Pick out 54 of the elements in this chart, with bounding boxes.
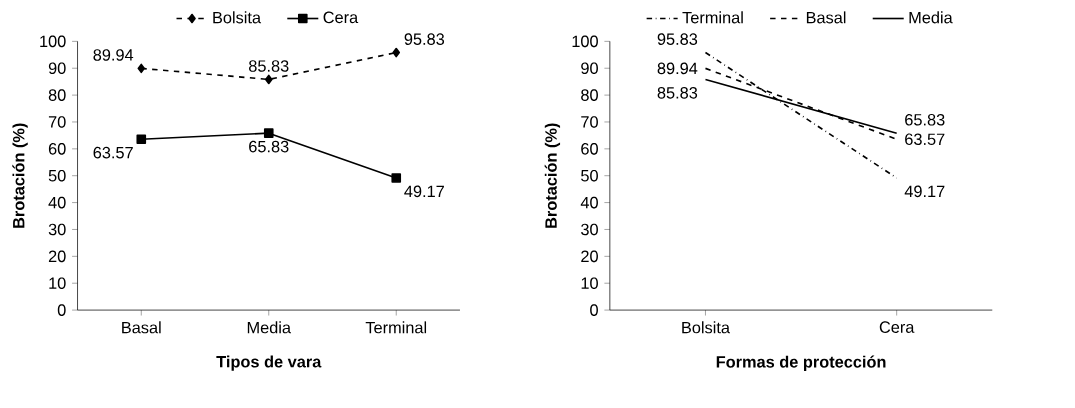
y-tick-label: 80: [48, 89, 66, 101]
y-tick-label: 100: [40, 35, 66, 48]
data-label: 95.83: [404, 33, 445, 45]
y-tick-label: 50: [48, 169, 66, 182]
data-label: 95.83: [657, 33, 698, 45]
y-tick-label: 30: [48, 223, 66, 236]
data-label: 89.94: [93, 49, 134, 61]
y-tick-label: 40: [48, 196, 66, 209]
y-tick-label: 0: [57, 304, 66, 316]
y-tick-label: 0: [590, 304, 598, 316]
y-tick-label: 50: [581, 169, 598, 182]
data-label: 85.83: [657, 86, 698, 99]
y-tick-label: 30: [581, 223, 598, 236]
y-tick-label: 90: [48, 62, 66, 74]
point: [136, 134, 147, 144]
y-tick-label: 60: [581, 142, 598, 155]
y-axis-title: Brotación (%): [12, 123, 28, 228]
y-tick-label: 70: [581, 116, 598, 128]
x-tick-label: Media: [247, 321, 292, 334]
y-tick-label: 20: [48, 250, 66, 262]
x-tick-label: Terminal: [365, 321, 427, 334]
data-label: 89.94: [657, 62, 698, 75]
y-tick-label: 100: [572, 35, 598, 48]
legend-label: Bolsita: [213, 11, 262, 24]
x-axis-title: Formas de protección: [716, 355, 886, 371]
y-tick-label: 70: [48, 116, 66, 128]
data-label: 65.83: [249, 140, 289, 153]
x-tick-label: Cera: [879, 321, 915, 333]
point: [391, 173, 402, 183]
data-label: 65.83: [905, 113, 945, 126]
legend-label: Basal: [806, 11, 846, 24]
data-label: 49.17: [404, 185, 444, 198]
y-tick-label: 20: [581, 250, 598, 262]
data-label: 63.57: [93, 146, 133, 159]
y-tick-label: 40: [580, 196, 598, 209]
legend-label: Media: [909, 11, 953, 24]
data-label: 63.57: [905, 133, 945, 145]
y-tick-label: 10: [49, 277, 66, 289]
y-tick-label: 90: [581, 62, 598, 74]
y-tick-label: 10: [581, 277, 598, 289]
y-tick-label: 60: [48, 142, 66, 155]
y-axis-title: Brotación (%): [544, 123, 561, 228]
data-label: 85.83: [249, 60, 289, 72]
x-tick-label: Bolsita: [682, 321, 730, 334]
point: [137, 63, 146, 74]
point: [263, 128, 274, 138]
point: [392, 47, 401, 58]
legend-label: Cera: [323, 11, 359, 24]
x-tick-label: Basal: [122, 321, 161, 334]
y-tick-label: 80: [581, 89, 598, 101]
legend-label: Terminal: [682, 11, 743, 24]
x-axis-title: Tipos de vara: [216, 355, 322, 371]
data-label: 49.17: [904, 185, 945, 198]
point: [264, 74, 273, 85]
